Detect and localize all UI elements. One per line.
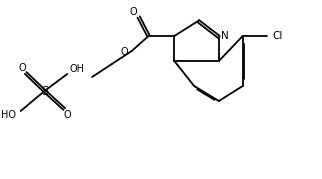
Text: OH: OH: [70, 64, 85, 74]
Text: HO: HO: [1, 110, 16, 120]
Text: S: S: [41, 84, 48, 98]
Text: Cl: Cl: [272, 31, 283, 41]
Text: O: O: [130, 7, 137, 17]
Text: O: O: [63, 110, 71, 120]
Text: N: N: [221, 31, 229, 41]
Text: O: O: [19, 63, 26, 73]
Text: O: O: [121, 47, 128, 57]
